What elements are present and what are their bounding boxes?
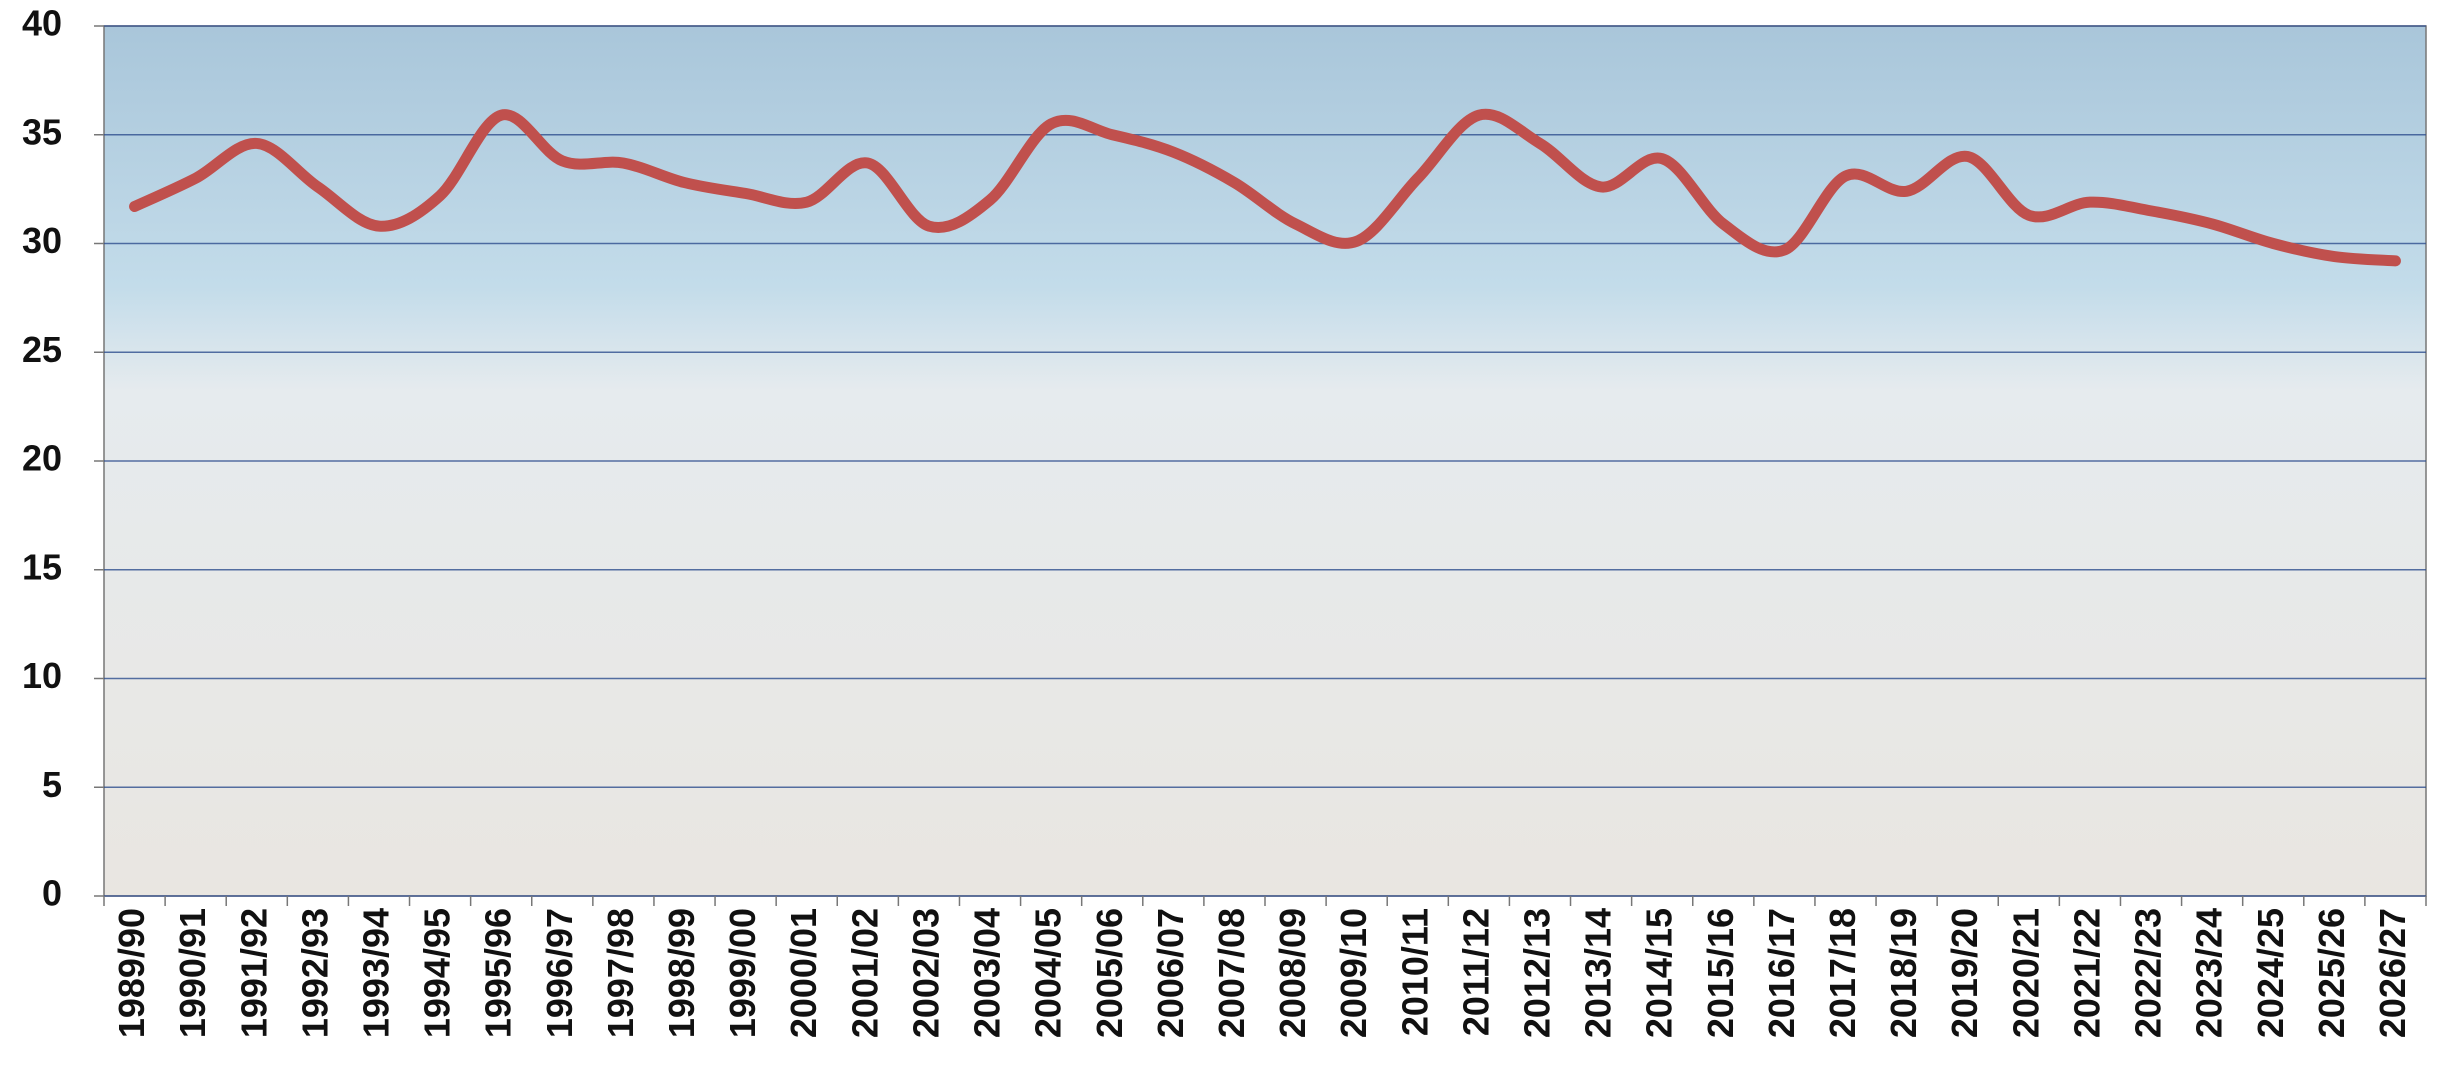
x-tick-label: 2015/16 (1700, 908, 1741, 1038)
x-tick-label: 1994/95 (417, 908, 458, 1038)
x-tick-label: 1991/92 (233, 908, 274, 1038)
x-tick-label: 1999/00 (722, 908, 763, 1038)
x-tick-label: 1996/97 (539, 908, 580, 1038)
x-tick-label: 2026/27 (2372, 908, 2413, 1038)
x-tick-label: 2021/22 (2066, 908, 2107, 1038)
x-tick-label: 2001/02 (844, 908, 885, 1038)
x-tick-label: 2007/08 (1211, 908, 1252, 1038)
y-tick-label: 10 (22, 655, 62, 696)
x-tick-label: 2003/04 (967, 908, 1008, 1038)
y-tick-label: 35 (22, 111, 62, 152)
x-tick-label: 1995/96 (478, 908, 519, 1038)
x-tick-label: 1993/94 (355, 908, 396, 1038)
x-tick-label: 2012/13 (1516, 908, 1557, 1038)
x-tick-label: 2025/26 (2311, 908, 2352, 1038)
x-tick-label: 2024/25 (2250, 908, 2291, 1038)
data-line (129, 108, 2401, 267)
x-tick-label: 1997/98 (600, 908, 641, 1038)
y-tick-label: 0 (42, 873, 62, 914)
x-tick-label: 2016/17 (1761, 908, 1802, 1038)
y-tick-label: 20 (22, 438, 62, 479)
x-tick-label: 2000/01 (783, 908, 824, 1038)
x-tick-label: 2010/11 (1394, 908, 1435, 1036)
x-tick-label: 1998/99 (661, 908, 702, 1038)
x-tick-label: 1992/93 (294, 908, 335, 1038)
x-tick-label: 2006/07 (1150, 908, 1191, 1038)
x-tick-label: 1990/91 (172, 908, 213, 1038)
x-tick-label: 2008/09 (1272, 908, 1313, 1038)
x-tick-label: 2014/15 (1639, 908, 1680, 1038)
x-tick-label: 2022/23 (2128, 908, 2169, 1038)
x-tick-label: 2004/05 (1028, 908, 1069, 1038)
x-tick-label: 2017/18 (1822, 908, 1863, 1038)
x-tick-label: 1989/90 (111, 908, 152, 1038)
y-tick-label: 40 (22, 3, 62, 44)
x-tick-label: 2019/20 (1944, 908, 1985, 1038)
x-tick-label: 2018/19 (1883, 908, 1924, 1038)
x-tick-label: 2020/21 (2005, 908, 2046, 1038)
y-tick-label: 30 (22, 220, 62, 261)
y-tick-label: 15 (22, 546, 62, 587)
x-tick-label: 2023/24 (2189, 908, 2230, 1038)
x-tick-label: 2013/14 (1578, 908, 1619, 1038)
x-tick-label: 2002/03 (905, 908, 946, 1038)
x-tick-label: 2009/10 (1333, 908, 1374, 1038)
x-tick-label: 2011/12 (1455, 908, 1496, 1036)
x-tick-label: 2005/06 (1089, 908, 1130, 1038)
y-tick-label: 25 (22, 329, 62, 370)
y-tick-label: 5 (42, 764, 62, 805)
